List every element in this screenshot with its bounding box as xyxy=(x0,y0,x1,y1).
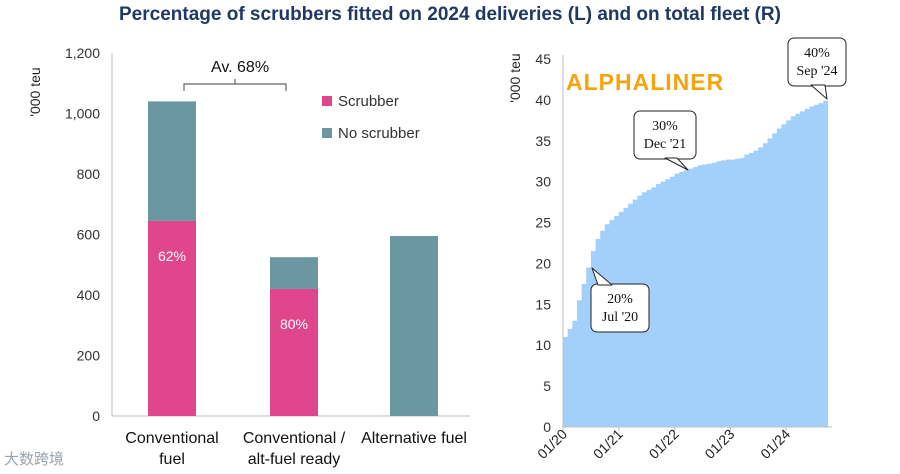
legend-swatch xyxy=(322,128,332,138)
callout-sep-24-text: 40% xyxy=(804,46,830,61)
right-x-tick-label: 01/21 xyxy=(590,426,626,462)
callout-jul-20-pointer xyxy=(591,267,613,286)
left-y-tick-label: 400 xyxy=(77,287,101,303)
right-y-axis-label: '000 teu xyxy=(507,53,523,102)
left-y-tick-label: 1,000 xyxy=(65,106,100,122)
callout-jul-20-box xyxy=(590,283,650,333)
left-x-tick-label: Conventional xyxy=(125,430,218,447)
bar-scrubber xyxy=(270,288,318,416)
average-bracket xyxy=(183,79,287,91)
callout-sep-24-pointer xyxy=(810,84,828,100)
right-y-tick-label: 15 xyxy=(535,296,551,312)
right-y-tick-label: 40 xyxy=(535,92,551,108)
bar-no-scrubber xyxy=(390,236,438,416)
right-y-tick-label: 10 xyxy=(535,337,551,353)
right-y-tick-label: 20 xyxy=(535,255,551,271)
legend-swatch xyxy=(322,96,332,106)
callout-dec-21-pointer xyxy=(664,157,689,171)
right-y-tick-label: 35 xyxy=(535,133,551,149)
chart-title: Percentage of scrubbers fitted on 2024 d… xyxy=(119,4,781,25)
callout-jul-20-text: 20% xyxy=(607,292,633,307)
bar-no-scrubber xyxy=(270,257,318,289)
left-y-axis-label: '000 teu xyxy=(27,67,43,116)
legend-label: No scrubber xyxy=(338,125,420,142)
bar-data-label: 62% xyxy=(158,248,186,264)
right-y-tick-label: 30 xyxy=(535,174,551,190)
watermark-text: 大数跨境 xyxy=(4,450,65,468)
callout-dec-21-text: 30% xyxy=(652,119,678,134)
right-x-tick-label: 01/24 xyxy=(757,426,793,462)
left-x-tick-label: alt-fuel ready xyxy=(248,451,341,468)
left-x-tick-label: Alternative fuel xyxy=(361,430,467,447)
callout-jul-20-text: Jul '20 xyxy=(602,310,638,325)
average-annotation: Av. 68% xyxy=(211,59,269,76)
right-y-tick-label: 45 xyxy=(535,51,551,67)
legend-label: Scrubber xyxy=(338,93,399,110)
left-y-tick-label: 0 xyxy=(92,408,100,424)
left-x-tick-label: fuel xyxy=(159,451,185,468)
left-y-tick-label: 200 xyxy=(77,348,101,364)
right-x-tick-label: 01/22 xyxy=(646,426,682,462)
callout-dec-21-text: Dec '21 xyxy=(644,137,687,152)
right-x-tick-label: 01/20 xyxy=(534,426,570,462)
bar-data-label: 80% xyxy=(280,316,308,332)
fleet-area xyxy=(563,100,828,427)
right-y-tick-label: 5 xyxy=(543,378,551,394)
callout-sep-24-text: Sep '24 xyxy=(796,64,837,79)
brand-logo-text: ALPHALINER xyxy=(566,69,724,95)
right-x-tick-label: 01/23 xyxy=(701,426,737,462)
right-y-tick-label: 0 xyxy=(543,419,551,435)
left-y-tick-label: 1,200 xyxy=(65,45,100,61)
left-y-tick-label: 600 xyxy=(77,227,101,243)
right-y-tick-label: 25 xyxy=(535,215,551,231)
left-x-tick-label: Conventional / xyxy=(243,430,346,447)
left-y-tick-label: 800 xyxy=(77,166,101,182)
callout-dec-21-box xyxy=(633,110,697,160)
bar-no-scrubber xyxy=(148,101,196,221)
bar-scrubber xyxy=(148,220,196,416)
